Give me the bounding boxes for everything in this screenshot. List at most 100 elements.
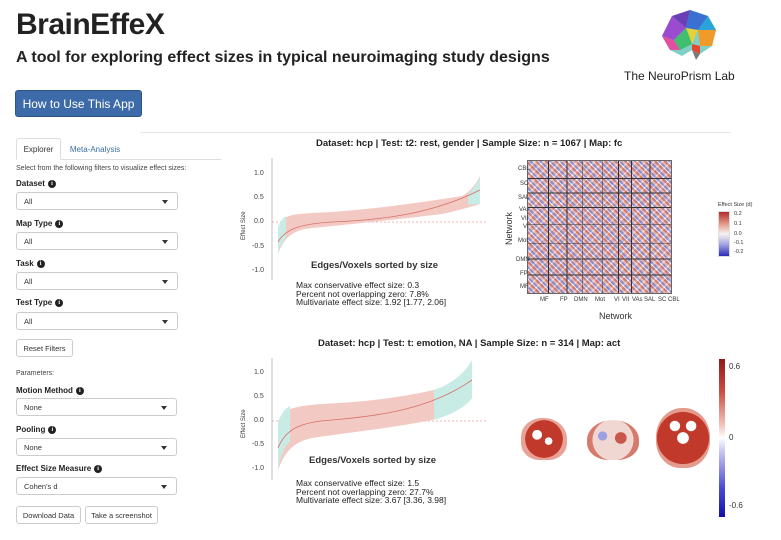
matrix-ylabel: CBL [518, 166, 530, 172]
pooling-label: Pooling i [16, 425, 57, 434]
caret-down-icon [161, 446, 167, 450]
matrix-ylabel: Mot [518, 238, 529, 244]
connectivity-matrix [527, 160, 672, 294]
panel1-xlabel: Edges/Voxels sorted by size [311, 260, 439, 271]
colorbar-tick: 0.6 [729, 362, 741, 371]
matrix-legend-tick: 0.0 [734, 231, 742, 237]
matrix-xlabel: DMN [574, 297, 588, 303]
matrix-xlabel: SAL [644, 297, 656, 303]
effect-size-measure-select[interactable]: Cohen's d [16, 477, 177, 495]
panel2-ytick: -0.5 [252, 441, 265, 448]
lab-name: The NeuroPrism Lab [624, 69, 735, 83]
matrix-ylabel: VII [521, 216, 529, 222]
task-select[interactable]: All [16, 272, 178, 290]
matrix-legend-tick: 0.2 [734, 211, 742, 217]
matrix-xlabel: VII [622, 297, 630, 303]
brain-slice-axial [656, 408, 710, 468]
panel1-effect-plot [271, 158, 486, 280]
matrix-ylabel: SC [520, 181, 529, 187]
divider [140, 132, 730, 133]
matrix-legend-tick: -0.1 [734, 240, 744, 246]
map-type-label: Map Type i [16, 219, 64, 228]
panel2-stat-max: Max conservative effect size: 1.5 [296, 478, 420, 488]
task-label: Task i [16, 259, 45, 268]
caret-down-icon [161, 406, 167, 410]
test-type-select[interactable]: All [16, 312, 178, 330]
info-icon[interactable]: i [47, 179, 56, 188]
colorbar-tick: 0 [729, 433, 734, 442]
info-icon[interactable]: i [48, 425, 57, 434]
caret-down-icon [162, 240, 168, 244]
matrix-xlabel: SC [658, 297, 667, 303]
panel1-ytick: -1.0 [252, 267, 265, 274]
panel2-ytick: 0.0 [254, 417, 264, 424]
brain-slice-coronal [587, 420, 639, 460]
matrix-ylabel: VI [523, 224, 529, 230]
matrix-x-title: Network [599, 311, 633, 321]
info-icon[interactable]: i [75, 386, 84, 395]
sidebar-tabs: Explorer Meta-Analysis [16, 138, 221, 160]
caret-down-icon [161, 485, 167, 489]
matrix-ylabel: MF [520, 284, 529, 290]
matrix-xlabel: Mot [595, 297, 606, 303]
tab-explorer[interactable]: Explorer [16, 138, 61, 160]
colorbar-tick: -0.6 [729, 501, 743, 510]
panel1-ylabel: Effect Size [241, 211, 247, 240]
panel2-ytick: 0.5 [254, 393, 264, 400]
dataset-label: Dataset i [16, 179, 56, 188]
matrix-ylabel: SAL [518, 195, 530, 201]
matrix-xlabel: VI [614, 297, 620, 303]
panel1-ytick: 1.0 [254, 170, 264, 177]
motion-method-select[interactable]: None [16, 398, 177, 416]
panel2-stat-percent: Percent not overlapping zero: 27.7% [296, 487, 434, 497]
dataset-select[interactable]: All [16, 192, 178, 210]
matrix-ylabel: FP [520, 271, 528, 277]
panel2-ytick: 1.0 [254, 369, 264, 376]
panel2-effect-plot [271, 358, 486, 480]
panel1-stat-multivariate: Multivariate effect size: 1.92 [1.77, 2.… [296, 297, 447, 307]
panel2-title: Dataset: hcp | Test: t: emotion, NA | Sa… [318, 338, 621, 349]
panel2-stat-multivariate: Multivariate effect size: 3.67 [3.36, 3.… [296, 495, 447, 505]
panel2-ytick: -1.0 [252, 465, 265, 472]
matrix-ylabel: DMN [516, 257, 530, 263]
matrix-legend-tick: -0.2 [734, 249, 744, 255]
info-icon[interactable]: i [36, 259, 45, 268]
caret-down-icon [162, 320, 168, 324]
how-to-use-button[interactable]: How to Use This App [15, 90, 142, 117]
brain-slice-sagittal [521, 418, 567, 460]
download-data-button[interactable]: Download Data [16, 506, 81, 524]
matrix-legend-tick: 0.1 [734, 221, 742, 227]
info-icon[interactable]: i [55, 219, 64, 228]
matrix-xlabel: MF [540, 297, 549, 303]
panel1-ytick: 0.0 [254, 218, 264, 225]
panel2-xlabel: Edges/Voxels sorted by size [309, 455, 437, 466]
pooling-select[interactable]: None [16, 438, 177, 456]
info-icon[interactable]: i [94, 464, 103, 473]
matrix-y-title: Network [504, 211, 514, 245]
app-title: BrainEffeX [16, 8, 165, 41]
matrix-xlabel: FP [560, 297, 568, 303]
caret-down-icon [162, 200, 168, 204]
info-icon[interactable]: i [55, 298, 64, 307]
map-type-select[interactable]: All [16, 232, 178, 250]
test-type-label: Test Type i [16, 298, 64, 307]
effect-size-measure-label: Effect Size Measure i [16, 464, 103, 473]
matrix-xlabel: VAs [632, 297, 643, 303]
panel1-ytick: 0.5 [254, 194, 264, 201]
activation-colorbar [719, 359, 725, 517]
neuroprism-logo [662, 10, 716, 60]
filter-instructions: Select from the following filters to vis… [16, 165, 187, 172]
panel1-stat-max: Max conservative effect size: 0.3 [296, 280, 420, 290]
reset-filters-button[interactable]: Reset Filters [16, 339, 73, 357]
matrix-ylabel: VAs [519, 207, 530, 213]
panel2-ylabel: Effect Size [241, 409, 247, 438]
parameters-label: Parameters: [16, 370, 55, 377]
tab-meta-analysis[interactable]: Meta-Analysis [69, 144, 121, 154]
panel1-title: Dataset: hcp | Test: t2: rest, gender | … [316, 138, 623, 149]
caret-down-icon [162, 280, 168, 284]
matrix-legend-bar [718, 211, 730, 257]
matrix-xlabel: CBL [668, 297, 680, 303]
panel1-ytick: -0.5 [252, 243, 265, 250]
app-subtitle: A tool for exploring effect sizes in typ… [16, 49, 550, 66]
screenshot-button[interactable]: Take a screenshot [85, 506, 158, 524]
